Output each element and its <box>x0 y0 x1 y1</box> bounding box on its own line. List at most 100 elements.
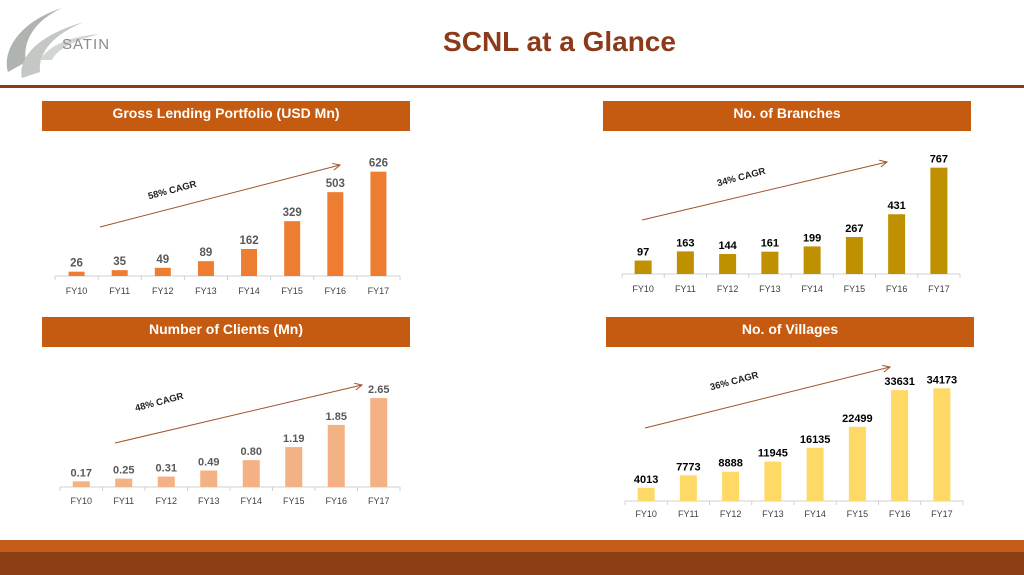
bar <box>637 487 655 501</box>
bar <box>806 447 824 501</box>
data-label: 2.65 <box>368 384 389 396</box>
chart-header-lending: Gross Lending Portfolio (USD Mn) <box>42 101 410 131</box>
bar <box>891 390 909 501</box>
trend-arrow-line <box>99 164 341 228</box>
cagr-annotation: 48% CAGR <box>134 391 185 415</box>
x-tick-label: FY17 <box>368 496 390 506</box>
data-label: 26 <box>70 258 83 270</box>
x-tick-label: FY15 <box>283 496 305 506</box>
data-label: 267 <box>845 223 863 235</box>
bar <box>200 470 218 487</box>
x-tick-label: FY13 <box>759 284 781 294</box>
x-tick-label: FY15 <box>844 284 866 294</box>
trend-arrow-head <box>882 364 892 373</box>
bar <box>679 475 697 501</box>
data-label: 35 <box>113 256 126 268</box>
data-label: 97 <box>637 247 649 259</box>
bar <box>327 192 344 276</box>
x-tick-label: FY15 <box>847 509 869 519</box>
x-tick-label: FY11 <box>675 284 696 294</box>
data-label: 626 <box>369 158 388 170</box>
bar <box>719 254 737 274</box>
x-tick-label: FY17 <box>931 509 953 519</box>
bar <box>197 261 214 276</box>
bar <box>111 270 128 276</box>
data-label: 503 <box>326 178 345 190</box>
bar <box>676 251 694 274</box>
data-label: 0.49 <box>198 457 219 469</box>
data-label: 89 <box>200 247 213 259</box>
bar <box>157 476 175 487</box>
x-tick-label: FY16 <box>325 286 347 296</box>
x-tick-label: FY17 <box>928 284 950 294</box>
bar <box>284 221 301 276</box>
x-tick-label: FY10 <box>635 509 657 519</box>
x-tick-label: FY12 <box>720 509 742 519</box>
x-tick-label: FY13 <box>195 286 217 296</box>
chart-header-clients: Number of Clients (Mn) <box>42 317 410 347</box>
x-tick-label: FY10 <box>66 286 88 296</box>
bar <box>241 249 258 276</box>
chart-villages: 4013 FY10 7773 FY11 8888 FY12 11945 FY13 16135 FY… <box>624 364 964 519</box>
data-label: 1.19 <box>283 433 304 445</box>
trend-arrow-line <box>114 384 363 444</box>
chart-gross-lending: 26 FY10 35 FY11 49 FY12 89 FY13 162 FY14 329 FY15 50… <box>54 158 401 296</box>
bar <box>115 478 133 487</box>
footer-band-top <box>0 540 1024 552</box>
x-tick-label: FY15 <box>281 286 303 296</box>
data-label: 49 <box>156 254 169 266</box>
data-label: 33631 <box>884 376 915 388</box>
chart-header-villages: No. of Villages <box>606 317 974 347</box>
satin-logo: SATIN <box>0 0 130 90</box>
bar <box>848 426 866 501</box>
data-label: 162 <box>239 235 258 247</box>
data-label: 767 <box>930 154 948 166</box>
chart-branches: 97 FY10 163 FY11 144 FY12 161 FY13 199 FY14 267 FY1… <box>621 154 961 294</box>
x-tick-label: FY16 <box>325 496 347 506</box>
data-label: 199 <box>803 232 821 244</box>
data-label: 329 <box>283 207 302 219</box>
data-label: 8888 <box>718 458 742 470</box>
data-label: 4013 <box>634 474 658 486</box>
data-label: 34173 <box>927 374 958 386</box>
x-tick-label: FY11 <box>113 496 134 506</box>
chart-header-branches: No. of Branches <box>603 101 971 131</box>
logo-text: SATIN <box>62 36 111 53</box>
bar <box>761 251 779 274</box>
bar <box>370 398 388 487</box>
data-label: 0.31 <box>156 463 177 475</box>
trend-arrow-line <box>641 161 888 221</box>
bar <box>634 260 652 274</box>
trend-arrow-head <box>879 159 889 168</box>
x-tick-label: FY10 <box>632 284 654 294</box>
bar <box>242 460 260 487</box>
data-label: 0.25 <box>113 465 134 477</box>
x-tick-label: FY11 <box>678 509 699 519</box>
data-label: 163 <box>676 237 694 249</box>
chart-clients: 0.17 FY10 0.25 FY11 0.31 FY12 0.49 FY13 0.80 FY14… <box>59 382 401 506</box>
bar <box>370 171 387 276</box>
bar <box>722 471 740 501</box>
data-label: 161 <box>761 238 779 250</box>
bar <box>154 267 171 276</box>
x-tick-label: FY10 <box>70 496 92 506</box>
bar <box>803 246 821 274</box>
data-label: 144 <box>718 240 737 252</box>
data-label: 22499 <box>842 413 873 425</box>
trend-arrow-head <box>332 162 342 171</box>
x-tick-label: FY17 <box>368 286 390 296</box>
trend-arrow-line <box>644 366 891 429</box>
page-title: SCNL at a Glance <box>443 26 676 57</box>
swoosh-logo-icon <box>6 8 100 78</box>
x-tick-label: FY13 <box>198 496 220 506</box>
footer-band-bottom <box>0 552 1024 575</box>
x-tick-label: FY14 <box>240 496 262 506</box>
x-tick-label: FY16 <box>886 284 908 294</box>
bar <box>933 388 951 501</box>
x-tick-label: FY16 <box>889 509 911 519</box>
bar <box>888 214 906 274</box>
trend-arrow-head <box>354 382 364 391</box>
x-tick-label: FY14 <box>238 286 260 296</box>
bar <box>845 236 863 274</box>
x-tick-label: FY13 <box>762 509 784 519</box>
